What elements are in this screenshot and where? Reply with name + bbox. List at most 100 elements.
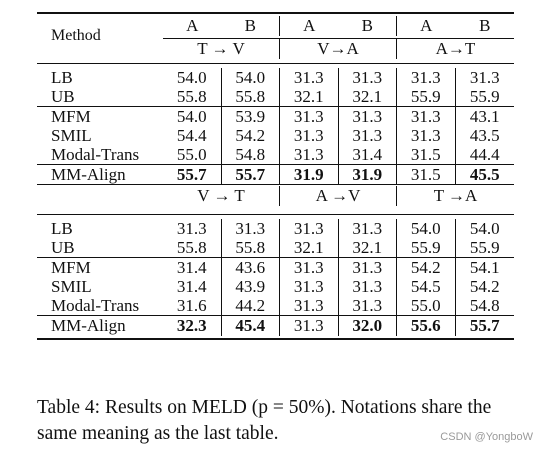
value-cell: 55.8: [222, 237, 280, 258]
value-cell: 54.0: [163, 106, 222, 127]
method-cell: UB: [51, 86, 75, 106]
value-cell: 31.3: [339, 67, 397, 88]
value-cell: 31.3: [280, 276, 339, 297]
value-cell: 45.5: [469, 164, 500, 184]
header-rule: [37, 63, 514, 64]
value-cell: 31.3: [339, 218, 397, 239]
group-header: A →V: [280, 185, 397, 206]
table-row: MM-Align 32.3 45.4 31.3 32.0 55.6 55.7: [37, 315, 514, 336]
value-cell: 54.0: [397, 218, 456, 239]
value-cell: 32.0: [339, 315, 397, 336]
value-cell: 54.2: [222, 125, 280, 146]
bottom-rule: [37, 338, 514, 340]
value-cell: 31.3: [339, 106, 397, 127]
table-row: UB 55.8 55.8 32.1 32.1 55.9 55.9: [37, 86, 514, 107]
value-cell: 31.3: [280, 295, 339, 316]
value-cell: 55.9: [469, 237, 500, 257]
value-cell: 31.3: [397, 106, 456, 127]
value-cell: 45.4: [222, 315, 280, 336]
method-header: Method: [51, 27, 101, 44]
value-cell: 55.7: [222, 164, 280, 185]
value-cell: 31.3: [280, 106, 339, 127]
bottom-group-header-row: V → T A →V T →A: [37, 185, 514, 206]
value-cell: 31.5: [397, 164, 456, 185]
value-cell: 31.4: [339, 144, 397, 165]
method-cell: MFM: [51, 106, 91, 126]
value-cell: 31.3: [280, 257, 339, 278]
value-cell: 31.3: [469, 67, 500, 87]
value-cell: 55.9: [469, 86, 500, 106]
value-cell: 31.3: [280, 125, 339, 146]
value-cell: 55.7: [469, 315, 500, 335]
ab-header: A: [186, 16, 199, 35]
value-cell: 44.2: [222, 295, 280, 316]
row-rule: [37, 315, 514, 316]
value-cell: 54.2: [469, 276, 500, 296]
group-header: T → V: [163, 39, 280, 59]
value-cell: 31.9: [280, 164, 339, 185]
table-caption: Table 4: Results on MELD (p = 50%). Nota…: [37, 397, 492, 444]
value-cell: 43.6: [222, 257, 280, 278]
value-cell: 31.3: [280, 144, 339, 165]
ab-header: A: [303, 16, 316, 35]
method-cell: MFM: [51, 257, 91, 277]
method-cell: SMIL: [51, 276, 92, 296]
method-cell: MM-Align: [51, 315, 126, 335]
value-cell: 31.4: [163, 276, 222, 297]
value-cell: 31.3: [397, 125, 456, 146]
value-cell: 55.0: [397, 295, 456, 316]
value-cell: 32.1: [339, 237, 397, 258]
method-cell: Modal-Trans: [51, 295, 140, 315]
group-header: A→T: [435, 39, 476, 58]
value-cell: 44.4: [469, 144, 500, 164]
top-block: LB 54.0 54.0 31.3 31.3 31.3 31.3 UB 55.8…: [37, 67, 514, 185]
value-cell: 31.3: [222, 218, 280, 239]
group-header-row: T → V V→A A→T: [163, 39, 514, 59]
group-header: V→A: [280, 39, 397, 59]
value-cell: 31.6: [163, 295, 222, 316]
value-cell: 54.0: [163, 67, 222, 88]
ab-header-row: A B A B A B: [163, 14, 514, 38]
table-row: LB 54.0 54.0 31.3 31.3 31.3 31.3: [37, 67, 514, 88]
method-cell: Modal-Trans: [51, 144, 140, 164]
header-sub-rule: [163, 38, 514, 39]
row-rule: [37, 164, 514, 165]
value-cell: 54.8: [469, 295, 500, 315]
value-cell: 31.3: [280, 315, 339, 336]
method-cell: UB: [51, 237, 75, 257]
header-rule: [37, 214, 514, 215]
table-row: MFM 31.4 43.6 31.3 31.3 54.2 54.1: [37, 257, 514, 278]
table-row: UB 55.8 55.8 32.1 32.1 55.9 55.9: [37, 237, 514, 258]
value-cell: 55.8: [163, 86, 222, 107]
value-cell: 54.5: [397, 276, 456, 297]
value-cell: 54.2: [397, 257, 456, 278]
value-cell: 43.5: [469, 125, 500, 145]
top-rule: [37, 12, 514, 14]
ab-header: A: [420, 16, 433, 35]
table-row: Modal-Trans 31.6 44.2 31.3 31.3 55.0 54.…: [37, 295, 514, 316]
value-cell: 53.9: [222, 106, 280, 127]
table-row: MFM 54.0 53.9 31.3 31.3 31.3 43.1: [37, 106, 514, 127]
value-cell: 55.7: [163, 164, 222, 185]
value-cell: 32.1: [339, 86, 397, 107]
value-cell: 32.1: [280, 86, 339, 107]
value-cell: 31.3: [397, 67, 456, 88]
table-header: Method A B A B A B T → V V→A A→T: [37, 14, 514, 59]
value-cell: 55.8: [222, 86, 280, 107]
value-cell: 32.1: [280, 237, 339, 258]
ab-header: B: [222, 16, 280, 36]
table-row: SMIL 54.4 54.2 31.3 31.3 31.3 43.5: [37, 125, 514, 146]
row-rule: [37, 257, 514, 258]
value-cell: 54.0: [222, 67, 280, 88]
value-cell: 54.0: [469, 218, 500, 238]
value-cell: 31.9: [339, 164, 397, 185]
group-header: T →A: [433, 185, 478, 205]
value-cell: 55.6: [397, 315, 456, 336]
ab-header: B: [339, 16, 397, 36]
results-table: Method A B A B A B T → V V→A A→T LB 54.0: [37, 12, 514, 340]
value-cell: 31.3: [339, 276, 397, 297]
value-cell: 54.8: [222, 144, 280, 165]
table-row: Modal-Trans 55.0 54.8 31.3 31.4 31.5 44.…: [37, 144, 514, 165]
table-row: SMIL 31.4 43.9 31.3 31.3 54.5 54.2: [37, 276, 514, 297]
table-row: MM-Align 55.7 55.7 31.9 31.9 31.5 45.5: [37, 164, 514, 185]
